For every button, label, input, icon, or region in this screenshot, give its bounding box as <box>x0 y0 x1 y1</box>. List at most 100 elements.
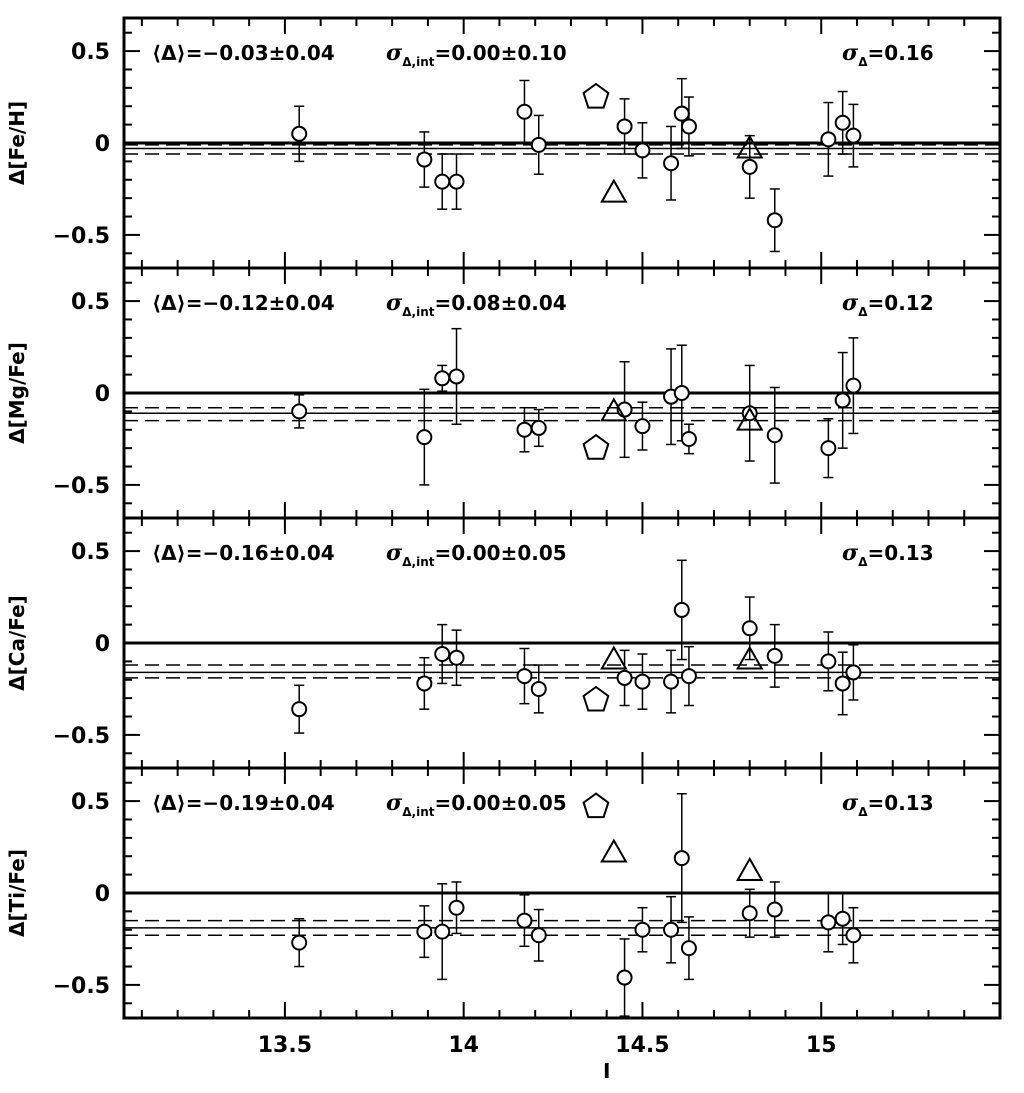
data-point-circle <box>845 927 862 944</box>
data-point-circle <box>834 675 851 692</box>
sigma-int-annotation: σΔ,int=0.00±0.05 <box>386 540 567 569</box>
data-point-circle <box>291 403 308 420</box>
data-point-circle <box>820 653 837 670</box>
mean-annotation: ⟨Δ⟩=−0.16±0.04 <box>152 541 335 565</box>
data-point-circle <box>834 392 851 409</box>
y-axis-label: Δ[Mg/Fe] <box>5 342 29 444</box>
sigma-annotation: σΔ=0.13 <box>842 790 934 819</box>
data-point-triangle <box>600 397 628 422</box>
y-axis-label: Δ[Ti/Fe] <box>5 849 29 937</box>
y-tick-label: −0.5 <box>53 224 110 249</box>
data-point-circle <box>434 646 451 663</box>
data-point-circle <box>834 114 851 131</box>
data-point-pentagon <box>582 792 610 819</box>
data-point-circle <box>680 430 697 447</box>
mean-annotation: ⟨Δ⟩=−0.12±0.04 <box>152 291 335 315</box>
data-point-circle <box>766 427 783 444</box>
data-point-triangle <box>735 134 764 159</box>
data-point-circle <box>634 142 651 159</box>
data-point-circle <box>634 673 651 690</box>
data-point-circle <box>845 127 862 144</box>
data-point-circle <box>616 969 633 986</box>
data-point-circle <box>741 405 758 422</box>
data-point-circle <box>680 668 697 685</box>
data-point-circle <box>516 421 533 438</box>
data-point-circle <box>434 173 451 190</box>
data-point-triangle <box>735 856 764 881</box>
y-tick-label: −0.5 <box>53 474 110 499</box>
sigma-annotation: σΔ=0.12 <box>842 290 934 319</box>
data-point-circle <box>820 131 837 148</box>
data-point-circle <box>416 151 433 168</box>
data-point-pentagon <box>582 433 610 460</box>
data-point-triangle <box>600 838 628 863</box>
sigma-annotation: σΔ=0.16 <box>842 40 934 69</box>
data-point-circle <box>766 901 783 918</box>
data-point-circle <box>448 173 465 190</box>
sigma-int-annotation: σΔ,int=0.00±0.05 <box>386 790 567 819</box>
data-point-circle <box>516 668 533 685</box>
data-point-triangle <box>735 406 764 431</box>
data-point-triangle <box>600 645 628 670</box>
y-tick-label: 0 <box>95 882 110 907</box>
data-point-circle <box>530 680 547 697</box>
x-axis-label: I <box>603 1059 610 1083</box>
data-point-circle <box>634 921 651 938</box>
data-point-circle <box>530 927 547 944</box>
sigma-int-annotation: σΔ,int=0.08±0.04 <box>386 290 567 319</box>
data-point-circle <box>416 429 433 446</box>
data-point-circle <box>766 212 783 229</box>
sigma-annotation: σΔ=0.13 <box>842 540 934 569</box>
y-tick-label: −0.5 <box>53 974 110 999</box>
data-point-circle <box>448 649 465 666</box>
mean-annotation: ⟨Δ⟩=−0.03±0.04 <box>152 41 335 65</box>
data-point-circle <box>434 923 451 940</box>
data-point-circle <box>530 136 547 153</box>
data-point-circle <box>616 118 633 135</box>
data-point-circle <box>741 158 758 175</box>
data-point-circle <box>663 673 680 690</box>
data-point-circle <box>416 923 433 940</box>
data-point-triangle <box>735 645 764 670</box>
data-point-circle <box>845 664 862 681</box>
mean-annotation: ⟨Δ⟩=−0.19±0.04 <box>152 791 335 815</box>
data-point-circle <box>291 701 308 718</box>
data-point-circle <box>673 601 690 618</box>
y-tick-label: 0 <box>95 132 110 157</box>
y-tick-label: 0.5 <box>71 790 110 815</box>
data-point-circle <box>680 118 697 135</box>
x-tick-label: 15 <box>806 1033 837 1058</box>
data-point-circle <box>845 377 862 394</box>
data-point-circle <box>673 105 690 122</box>
y-tick-label: 0.5 <box>71 540 110 565</box>
data-point-circle <box>516 103 533 120</box>
data-point-circle <box>416 675 433 692</box>
data-point-circle <box>448 368 465 385</box>
y-axis-label: Δ[Fe/H] <box>5 101 29 185</box>
y-tick-label: −0.5 <box>53 724 110 749</box>
y-tick-label: 0 <box>95 632 110 657</box>
x-tick-label: 13.5 <box>258 1033 312 1058</box>
data-point-circle <box>291 934 308 951</box>
data-point-circle <box>834 910 851 927</box>
x-tick-label: 14 <box>448 1033 479 1058</box>
sigma-int-annotation: σΔ,int=0.00±0.10 <box>386 40 567 69</box>
data-point-circle <box>616 669 633 686</box>
data-point-circle <box>820 914 837 931</box>
data-point-pentagon <box>582 82 610 109</box>
data-point-circle <box>530 419 547 436</box>
data-point-circle <box>673 385 690 401</box>
data-point-circle <box>673 850 690 867</box>
data-point-circle <box>663 155 680 172</box>
data-point-circle <box>448 899 465 916</box>
data-point-pentagon <box>582 685 610 712</box>
data-point-circle <box>766 647 783 664</box>
y-tick-label: 0.5 <box>71 40 110 65</box>
data-point-circle <box>291 125 308 142</box>
data-point-circle <box>634 418 651 435</box>
data-point-circle <box>663 921 680 938</box>
data-point-circle <box>741 620 758 637</box>
data-point-circle <box>516 912 533 929</box>
data-point-circle <box>741 905 758 922</box>
